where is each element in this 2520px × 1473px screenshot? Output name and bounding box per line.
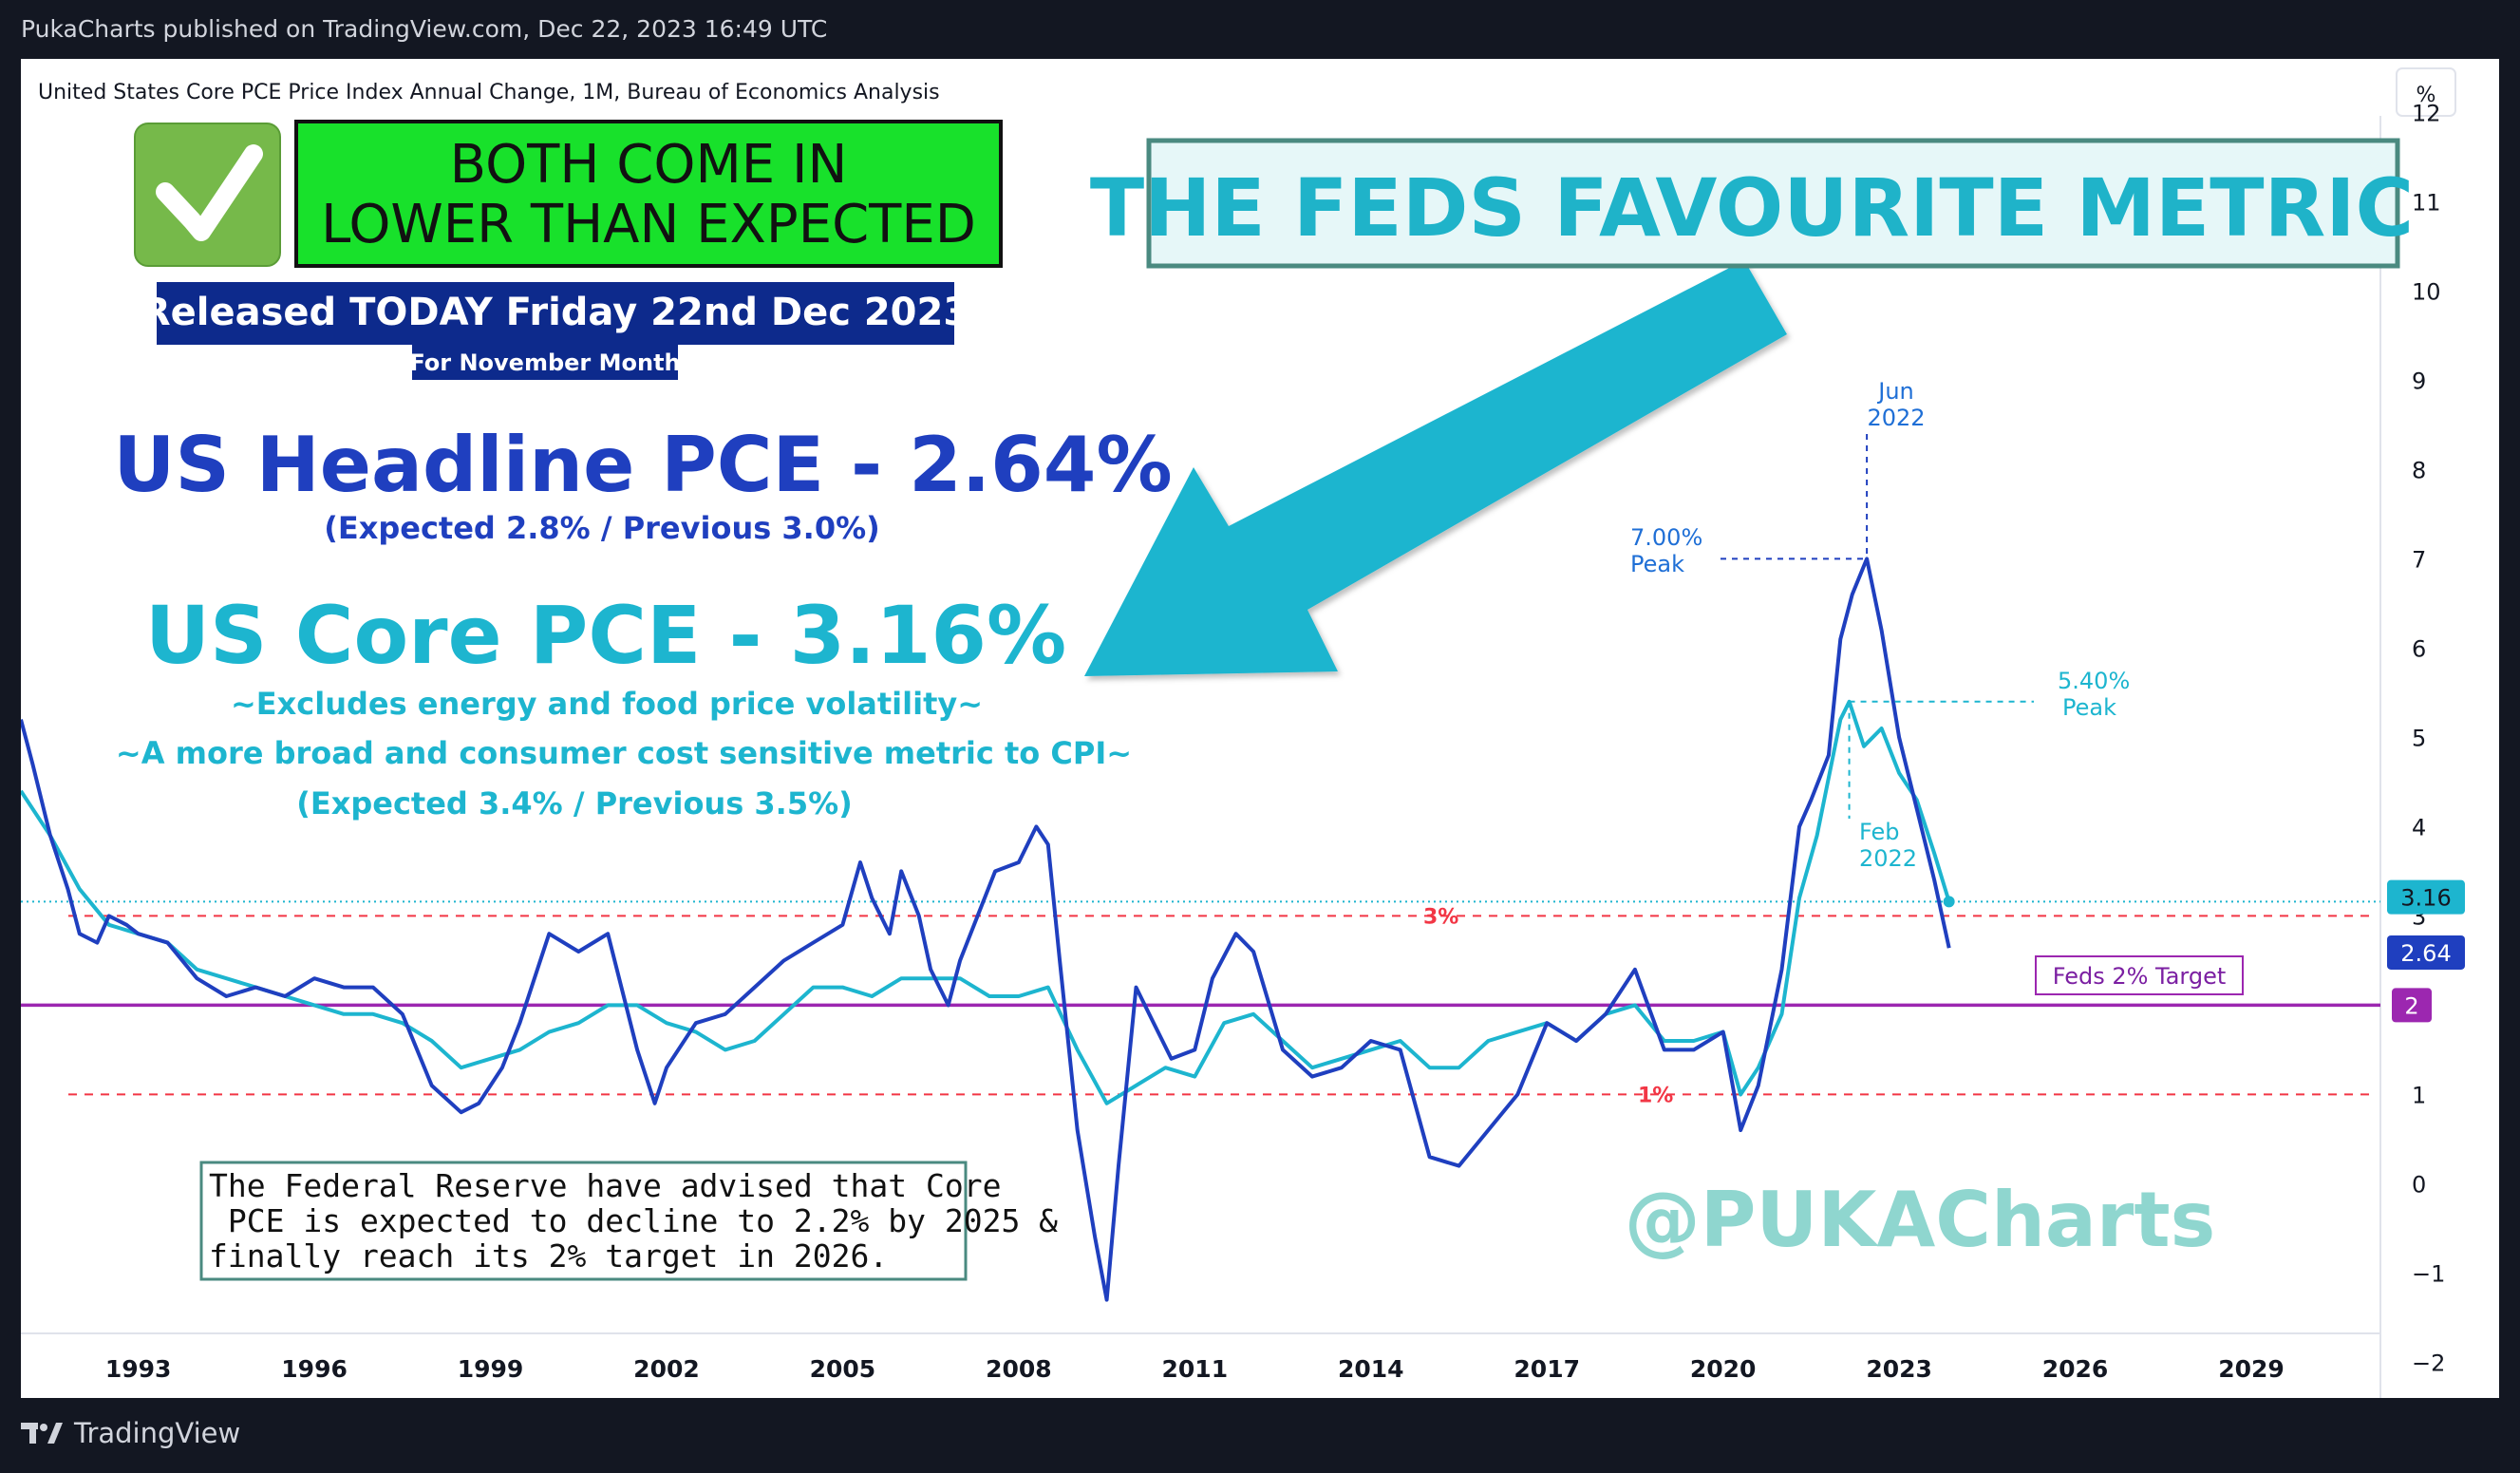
- price-label-core: 3.16: [2400, 885, 2451, 912]
- big-arrow-graphic: [1084, 260, 1787, 676]
- y-tick-label: 7: [2412, 546, 2426, 573]
- jun-label: Jun: [1876, 378, 1914, 405]
- fed-target-label-box: [2035, 955, 2244, 995]
- core-pce-sub2: ~A more broad and consumer cost sensitiv…: [116, 735, 1132, 771]
- headline-pce-title: US Headline PCE - 2.64%: [113, 421, 1172, 509]
- price-label-fed-bg: [2392, 988, 2432, 1023]
- fed-target-label: Feds 2% Target: [2053, 963, 2227, 990]
- released-text: Released TODAY Friday 22nd Dec 2023: [141, 291, 969, 334]
- core-last-point: [1943, 896, 1955, 908]
- note-line2: PCE is expected to decline to 2.2% by 20…: [209, 1202, 1058, 1239]
- tradingview-logo-icon: [21, 1423, 63, 1444]
- y-tick-label: 10: [2412, 278, 2441, 305]
- price-label-fed: 2: [2404, 992, 2418, 1019]
- x-tick-label: 2023: [1866, 1355, 1932, 1383]
- jun-year-label: 2022: [1867, 405, 1925, 431]
- y-tick-label: 9: [2412, 368, 2426, 394]
- core-pce-sub1: ~Excludes energy and food price volatili…: [231, 686, 983, 722]
- result-badge: [294, 120, 1003, 268]
- core-pce-sub3: (Expected 3.4% / Previous 3.5%): [296, 785, 853, 821]
- footer-bar: TradingView: [0, 1398, 2520, 1473]
- footer-brand: TradingView: [74, 1417, 241, 1449]
- unit-label: %: [2417, 84, 2436, 107]
- y-tick-label: 1: [2412, 1082, 2426, 1108]
- ref-label-1pct: 1%: [1638, 1084, 1673, 1107]
- x-tick-label: 2005: [810, 1355, 876, 1383]
- watermark: @PUKACharts: [1625, 1176, 2215, 1264]
- tradingview-logo[interactable]: TradingView: [21, 1417, 240, 1449]
- y-tick-label: −1: [2412, 1260, 2445, 1287]
- released-banner: [157, 282, 954, 345]
- chart-title: United States Core PCE Price Index Annua…: [38, 81, 940, 104]
- badge-line1: BOTH COME IN: [450, 134, 848, 196]
- note-line1: The Federal Reserve have advised that Co…: [209, 1167, 1001, 1204]
- x-tick-label: 2011: [1162, 1355, 1229, 1383]
- price-label-headline: 2.64: [2400, 940, 2451, 967]
- month-text: For November Month: [409, 349, 680, 376]
- feds-title-box: [1146, 138, 2400, 269]
- headline-pce-sub: (Expected 2.8% / Previous 3.0%): [324, 510, 880, 546]
- x-tick-label: 2020: [1690, 1355, 1757, 1383]
- feb-year-label: 2022: [1859, 845, 1917, 872]
- y-axis-ticks: 1211109876543210−1−2: [2412, 100, 2445, 1376]
- price-label-core-bg: [2387, 879, 2465, 915]
- publish-header: PukaCharts published on TradingView.com,…: [0, 0, 2520, 59]
- peak-700-word: Peak: [1630, 551, 1684, 577]
- note-line3: finally reach its 2% target in 2026.: [209, 1237, 888, 1275]
- y-tick-label: 6: [2412, 635, 2426, 662]
- unit-box[interactable]: [2396, 67, 2456, 117]
- x-tick-label: 2014: [1338, 1355, 1404, 1383]
- month-banner: [412, 344, 678, 380]
- note-box: [199, 1161, 968, 1281]
- chart-svg[interactable]: United States Core PCE Price Index Annua…: [21, 59, 2499, 1398]
- x-tick-label: 2029: [2218, 1355, 2285, 1383]
- feb-label: Feb: [1859, 819, 1900, 845]
- publish-info: PukaCharts published on TradingView.com,…: [21, 15, 828, 43]
- x-tick-label: 2008: [986, 1355, 1052, 1383]
- x-tick-label: 2026: [2042, 1355, 2109, 1383]
- series-line-core-pce[interactable]: [21, 699, 1951, 1105]
- y-tick-label: 0: [2412, 1171, 2426, 1198]
- x-tick-label: 2017: [1514, 1355, 1580, 1383]
- peak-540-word: Peak: [2062, 694, 2116, 721]
- y-tick-label: 11: [2412, 189, 2441, 216]
- y-tick-label: 12: [2412, 100, 2441, 126]
- badge-line2: LOWER THAN EXPECTED: [321, 194, 976, 255]
- core-pce-title: US Core PCE - 3.16%: [145, 589, 1066, 682]
- y-tick-label: 5: [2412, 725, 2426, 751]
- x-tick-label: 1999: [458, 1355, 524, 1383]
- peak-700-label: 7.00%: [1630, 524, 1702, 551]
- check-icon: [156, 144, 263, 241]
- peak-540-label: 5.40%: [2058, 668, 2130, 694]
- x-tick-label: 1993: [105, 1355, 172, 1383]
- price-label-headline-bg: [2387, 935, 2465, 970]
- x-tick-label: 2002: [633, 1355, 700, 1383]
- ref-label-3pct: 3%: [1423, 905, 1458, 929]
- y-tick-label: 8: [2412, 457, 2426, 483]
- y-tick-label: −2: [2412, 1350, 2445, 1376]
- x-axis-ticks: 1993 1996 1999 2002 2005 2008 2011 2014 2017 2020…: [105, 1355, 2285, 1383]
- x-tick-label: 1996: [281, 1355, 348, 1383]
- y-tick-label: 4: [2412, 814, 2426, 840]
- chart-panel: United States Core PCE Price Index Annua…: [21, 59, 2499, 1398]
- series-line-headline-pce[interactable]: [21, 557, 1951, 1302]
- feds-title: THE FEDS FAVOURITE METRIC: [1090, 161, 2414, 255]
